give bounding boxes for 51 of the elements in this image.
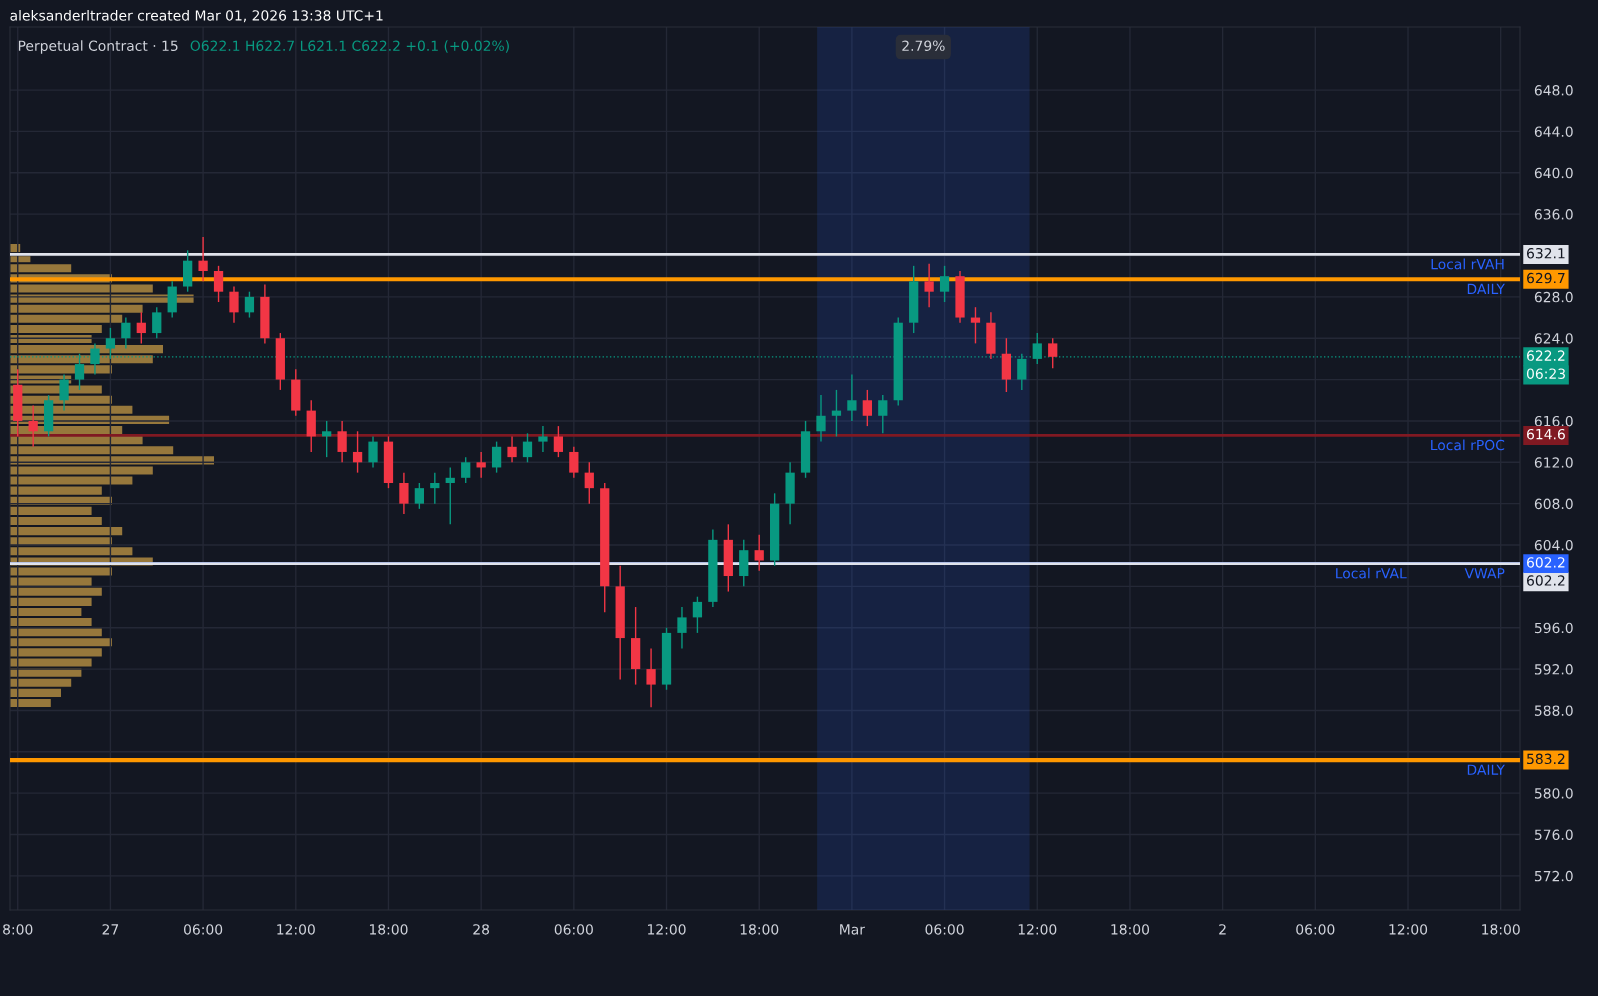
x-tick-label: 2 bbox=[1219, 924, 1226, 935]
x-tick-label: 06:00 bbox=[1296, 924, 1335, 935]
x-tick-label: 12:00 bbox=[648, 924, 686, 935]
text: 629.7 bbox=[1527, 272, 1565, 284]
ref-line-label: Local rVAL bbox=[1336, 567, 1407, 579]
text: 614.6 bbox=[1527, 428, 1565, 440]
text: Perpetual Contract · 15 bbox=[18, 40, 178, 54]
y-tick-label: 624.0 bbox=[1534, 333, 1573, 344]
y-tick-label: 612.0 bbox=[1534, 457, 1573, 468]
text: 583.2 bbox=[1527, 753, 1565, 765]
y-tick-label: 576.0 bbox=[1534, 829, 1573, 840]
text: 632.1 bbox=[1527, 248, 1565, 259]
x-tick-label: 12:00 bbox=[1018, 924, 1057, 935]
x-tick-label: 06:00 bbox=[925, 924, 964, 935]
text: aleksanderltrader created Mar 01, 2026 13:38 UTC+1 bbox=[10, 9, 383, 23]
text: 622.2 bbox=[1527, 350, 1565, 361]
text: 602.2 bbox=[1527, 557, 1565, 568]
x-tick-label: 27 bbox=[102, 924, 119, 935]
y-tick-label: 648.0 bbox=[1534, 85, 1573, 96]
x-tick-label: 18:00 bbox=[369, 924, 408, 935]
x-tick-label: 12:00 bbox=[277, 924, 315, 935]
x-tick-label: 28 bbox=[473, 924, 490, 935]
x-tick-label: 18:00 bbox=[1482, 924, 1520, 935]
y-tick-label: 640.0 bbox=[1534, 167, 1573, 179]
band-label: 2.79% bbox=[902, 40, 945, 51]
y-tick-label: 616.0 bbox=[1534, 415, 1573, 427]
y-tick-label: 628.0 bbox=[1534, 291, 1573, 303]
ref-line-label: DAILY bbox=[1467, 283, 1505, 294]
x-tick-label: 06:00 bbox=[184, 924, 223, 935]
ref-line-label: DAILY bbox=[1467, 764, 1505, 775]
ref-line-label: Local rVAH bbox=[1431, 258, 1504, 270]
x-tick-label: Mar bbox=[840, 924, 865, 935]
text: 602.2 bbox=[1527, 575, 1565, 586]
x-tick-label: 12:00 bbox=[1389, 924, 1428, 935]
text: O622.1 H622.7 L621.1 C622.2 +0.1 (+0.02%) bbox=[190, 40, 509, 53]
ref-line-label: VWAP bbox=[1464, 568, 1505, 579]
y-tick-label: 636.0 bbox=[1534, 209, 1573, 220]
y-tick-label: 596.0 bbox=[1534, 622, 1573, 634]
x-tick-label: 8:00 bbox=[3, 924, 33, 935]
y-tick-label: 608.0 bbox=[1534, 498, 1573, 510]
x-tick-label: 06:00 bbox=[554, 924, 593, 935]
y-tick-label: 644.0 bbox=[1534, 126, 1573, 137]
y-tick-label: 604.0 bbox=[1534, 539, 1573, 551]
y-tick-label: 580.0 bbox=[1534, 788, 1573, 799]
ref-line-label: Local rPOC bbox=[1431, 439, 1505, 451]
y-tick-label: 588.0 bbox=[1534, 705, 1573, 716]
x-tick-label: 18:00 bbox=[1111, 924, 1150, 935]
y-tick-label: 572.0 bbox=[1534, 870, 1573, 882]
y-tick-label: 592.0 bbox=[1534, 664, 1573, 675]
x-tick-label: 18:00 bbox=[740, 924, 779, 935]
text: 06:23 bbox=[1526, 368, 1565, 379]
